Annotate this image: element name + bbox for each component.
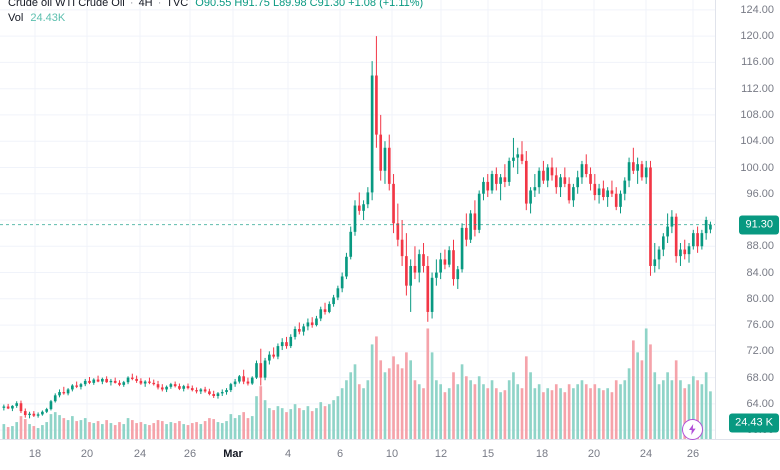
price-tick-label: 124.00 [740,3,774,16]
bolt-glyph [689,424,696,435]
volume-bars [2,328,712,440]
price-tick-label: 112.00 [741,82,774,95]
price-tick-label: 100.00 [740,161,774,174]
price-tick-label: 76.00 [746,319,774,332]
time-tick-label: 24 [133,448,147,460]
grid-lines [0,0,716,440]
lightning-bolt-icon[interactable] [682,419,703,440]
price-tick-label: 84.00 [746,266,774,279]
price-scale[interactable]: 124.00 120.00 116.00 112.00 108.00 104.00 100.… [715,0,780,440]
price-tick-label: 96.00 [746,187,774,200]
time-tick-label: 18 [535,448,549,460]
time-tick-label: 15 [481,448,495,460]
time-tick-label: 24 [639,448,653,460]
price-tick-label: 72.00 [746,345,774,358]
price-tick-label: 64.00 [746,397,774,410]
current-price-badge[interactable]: 91.30 [740,216,778,234]
time-tick-label: 12 [434,448,448,460]
price-tick-label: 104.00 [740,135,774,148]
current-volume-badge[interactable]: 24.43 K [730,414,778,432]
price-tick-label: 116.00 [741,56,774,69]
price-tick-label: 80.00 [746,292,774,305]
time-tick-label: 18 [28,448,42,460]
time-tick-label: 20 [587,448,601,460]
time-tick-label: 26 [183,448,197,460]
price-tick-label: 88.00 [746,240,774,253]
time-tick-label: 20 [80,448,94,460]
candlesticks [2,36,712,419]
price-tick-label: 120.00 [740,30,774,43]
time-scale[interactable]: 18 20 24 26 Mar 4 6 10 12 15 18 20 24 26 [0,439,780,470]
time-tick-label: Mar [223,448,243,460]
chart-plot-area[interactable] [0,0,716,440]
price-tick-label: 108.00 [740,108,774,121]
time-tick-label: 26 [686,448,700,460]
chart-canvas[interactable] [0,0,716,440]
time-tick-label: 10 [385,448,399,460]
time-tick-label: 6 [336,448,344,460]
time-tick-label: 4 [284,448,292,460]
price-tick-label: 68.00 [746,371,774,384]
